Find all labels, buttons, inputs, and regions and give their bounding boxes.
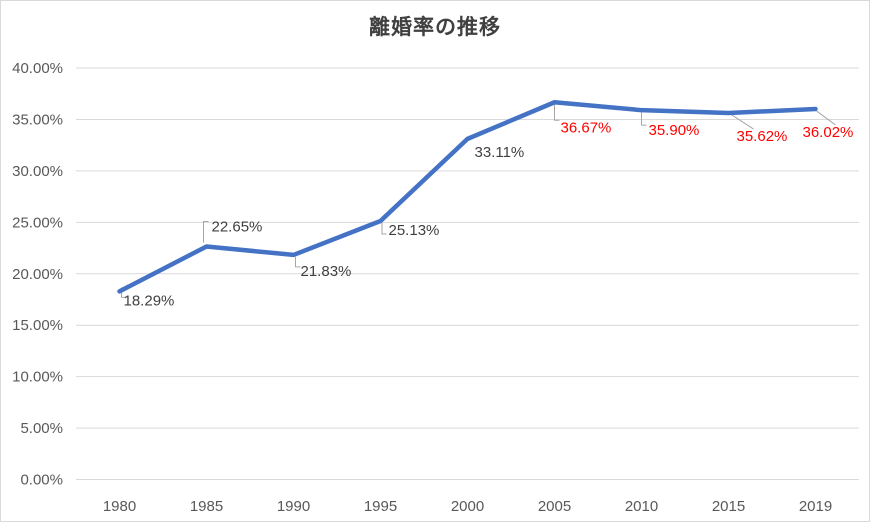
leader-line xyxy=(295,256,301,268)
leader-line xyxy=(381,222,387,235)
y-axis-tick-label: 25.00% xyxy=(12,214,63,231)
data-label: 21.83% xyxy=(301,263,352,280)
data-label: 36.67% xyxy=(561,119,612,136)
x-axis-tick-label: 2000 xyxy=(451,498,484,515)
leader-line xyxy=(641,112,647,126)
data-label: 35.62% xyxy=(737,128,788,145)
x-axis-tick-label: 1985 xyxy=(190,498,223,515)
leader-line xyxy=(203,220,209,243)
leader-line xyxy=(554,104,560,121)
data-label: 36.02% xyxy=(803,124,854,141)
y-axis-tick-label: 35.00% xyxy=(12,111,63,128)
x-axis-tick-label: 2010 xyxy=(625,498,658,515)
y-axis-tick-label: 10.00% xyxy=(12,369,63,386)
x-axis-tick-label: 2015 xyxy=(712,498,745,515)
data-label: 25.13% xyxy=(389,222,440,239)
y-axis-tick-label: 30.00% xyxy=(12,163,63,180)
leader-line xyxy=(816,110,836,126)
data-label: 22.65% xyxy=(212,218,263,235)
divorce-rate-series-line xyxy=(117,100,818,294)
data-label: 35.90% xyxy=(649,122,700,139)
x-axis-tick-label: 1980 xyxy=(103,498,136,515)
y-axis-tick-label: 20.00% xyxy=(12,266,63,283)
y-axis-tick-label: 0.00% xyxy=(20,472,63,489)
y-axis-tick-label: 40.00% xyxy=(12,60,63,77)
data-label: 33.11% xyxy=(475,144,525,161)
x-axis-tick-label: 1995 xyxy=(364,498,397,515)
x-axis-tick-label: 2019 xyxy=(799,498,832,515)
leader-line xyxy=(730,113,754,130)
data-label: 18.29% xyxy=(124,292,175,309)
x-axis-tick-label: 2005 xyxy=(538,498,571,515)
x-axis-tick-label: 1990 xyxy=(277,498,310,515)
y-axis-tick-label: 5.00% xyxy=(20,420,63,437)
y-axis-tick-label: 15.00% xyxy=(12,317,63,334)
chart-title: 離婚率の推移 xyxy=(369,16,501,39)
